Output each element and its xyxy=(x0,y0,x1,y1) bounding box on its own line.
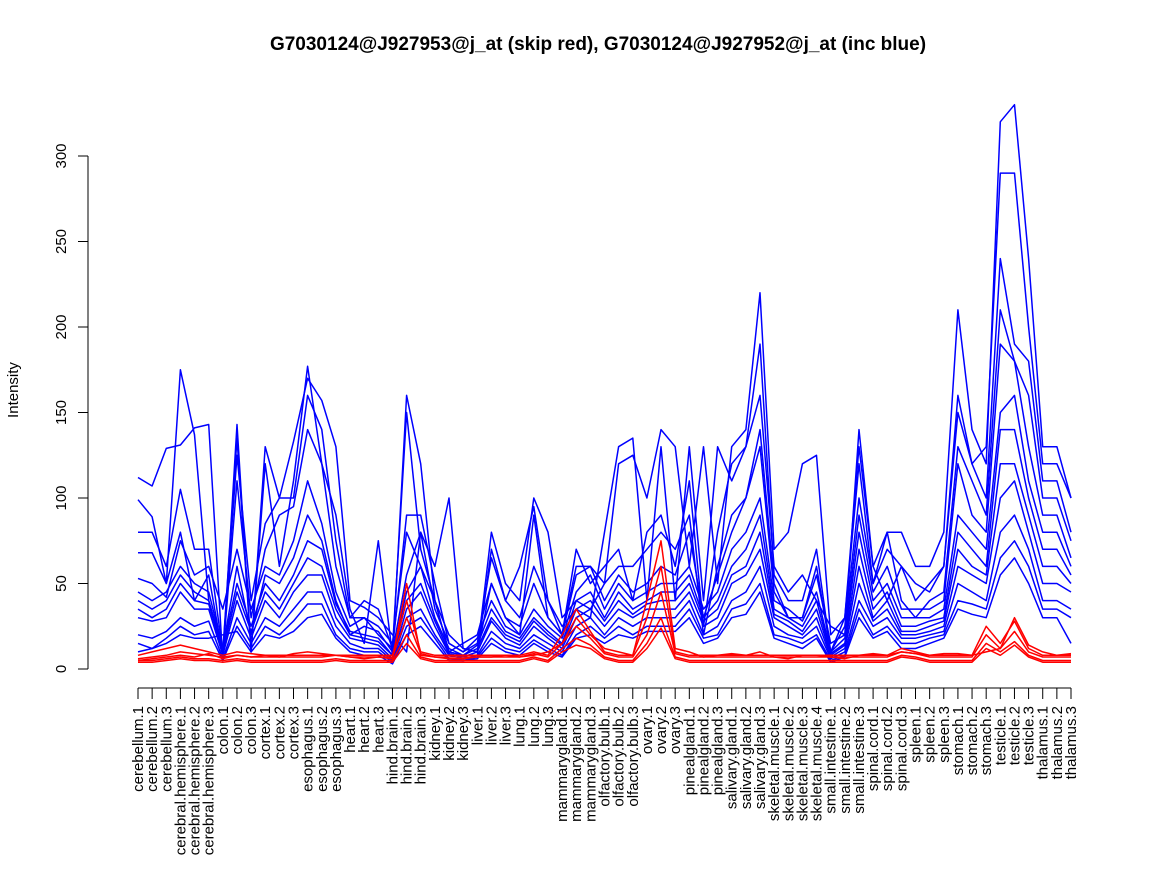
x-tick-label: liver.1 xyxy=(469,706,486,745)
y-tick-label: 100 xyxy=(53,485,70,510)
x-tick-label: skeletal.muscle.4 xyxy=(809,706,826,821)
x-tick-label: ovary.3 xyxy=(667,706,684,754)
skip-series-line xyxy=(137,565,1071,657)
inc-series-line xyxy=(137,172,1072,657)
x-tick-label: lung.2 xyxy=(526,706,543,747)
y-tick-label: 0 xyxy=(53,665,70,673)
x-tick-label: skeletal.muscle.2 xyxy=(780,706,797,821)
x-tick-label: spinal.cord.2 xyxy=(879,706,896,791)
x-tick-label: lung.1 xyxy=(512,706,529,747)
x-tick-label: spinal.cord.1 xyxy=(865,706,882,791)
x-tick-label: olfactory.bulb.3 xyxy=(625,706,642,807)
x-tick-label: cerebellum.1 xyxy=(130,706,147,792)
y-tick-label: 200 xyxy=(53,314,70,339)
skip-series-line xyxy=(138,616,1071,662)
x-tick-label: cerebral.hemisphere.1 xyxy=(172,706,189,855)
x-tick-label: mammarygland.3 xyxy=(582,706,599,822)
x-tick-label: skeletal.muscle.3 xyxy=(794,706,811,821)
inc-series-line xyxy=(137,514,1072,662)
x-tick-label: heart.2 xyxy=(356,706,373,753)
y-axis-label: Intensity xyxy=(5,362,22,418)
x-tick-label: kidney.2 xyxy=(441,706,458,761)
x-tick-label: thalamus.1 xyxy=(1035,706,1052,779)
x-tick-label: testicle.2 xyxy=(1006,706,1023,765)
x-tick-label: cerebral.hemisphere.2 xyxy=(187,706,204,855)
x-tick-label: salivary.gland.3 xyxy=(752,706,769,809)
inc-series-line xyxy=(137,480,1072,660)
x-tick-label: olfactory.bulb.2 xyxy=(611,706,628,807)
series-layer xyxy=(137,103,1072,665)
x-tick-label: olfactory.bulb.1 xyxy=(597,706,614,807)
inc-series-line xyxy=(137,540,1072,663)
x-tick-label: esophagus.2 xyxy=(314,706,331,792)
x-tick-label: mammarygland.2 xyxy=(568,706,585,822)
x-tick-label: spinal.cord.3 xyxy=(893,706,910,791)
x-tick-label: heart.1 xyxy=(342,706,359,753)
x-tick-label: small.intestine.1 xyxy=(823,706,840,814)
y-tick-label: 250 xyxy=(53,229,70,254)
x-tick-label: thalamus.3 xyxy=(1063,706,1080,779)
x-tick-label: ovary.2 xyxy=(653,706,670,754)
x-tick-label: hind.brain.1 xyxy=(384,706,401,784)
chart-title: G7030124@J927953@j_at (skip red), G70301… xyxy=(270,34,926,55)
x-tick-label: cerebral.hemisphere.3 xyxy=(201,706,218,855)
inc-series-line xyxy=(137,343,1072,653)
x-tick-label: cerebellum.3 xyxy=(158,706,175,792)
x-tick-label: liver.3 xyxy=(498,706,515,745)
x-tick-label: spleen.2 xyxy=(922,706,939,763)
x-tick-label: thalamus.2 xyxy=(1049,706,1066,779)
x-tick-label: cortex.1 xyxy=(257,706,274,759)
x-tick-label: liver.2 xyxy=(483,706,500,745)
skip-series-line xyxy=(137,591,1071,660)
inc-series-line xyxy=(138,309,1072,657)
x-tick-label: colon.2 xyxy=(229,706,246,754)
x-tick-label: stomach.1 xyxy=(950,706,967,775)
x-tick-label: spleen.3 xyxy=(936,706,953,763)
x-tick-label: pinealgland.3 xyxy=(710,706,727,795)
inc-series-line xyxy=(137,394,1072,653)
y-tick-label: 150 xyxy=(53,400,70,425)
x-tick-label: salivary.gland.2 xyxy=(738,706,755,809)
x-tick-label: stomach.3 xyxy=(978,706,995,775)
x-axis: cerebellum.1cerebellum.2cerebellum.3cere… xyxy=(130,687,1080,855)
x-tick-label: hind.brain.3 xyxy=(413,706,430,784)
x-tick-label: hind.brain.2 xyxy=(399,706,416,784)
x-tick-label: ovary.1 xyxy=(639,706,656,754)
x-tick-label: esophagus.3 xyxy=(328,706,345,792)
x-tick-label: cortex.2 xyxy=(271,706,288,759)
x-tick-label: testicle.3 xyxy=(1021,706,1038,765)
x-tick-label: cortex.3 xyxy=(286,706,303,759)
x-tick-label: small.intestine.3 xyxy=(851,706,868,814)
y-axis: 0 50 100 150 200 250 300 xyxy=(53,143,89,673)
x-tick-label: kidney.3 xyxy=(455,706,472,761)
x-tick-label: lung.3 xyxy=(540,706,557,747)
inc-series-line xyxy=(137,428,1072,657)
x-tick-label: salivary.gland.1 xyxy=(724,706,741,809)
x-tick-label: esophagus.1 xyxy=(300,706,317,792)
x-tick-label: pinealgland.1 xyxy=(681,706,698,795)
x-tick-label: heart.3 xyxy=(370,706,387,753)
x-tick-label: testicle.1 xyxy=(992,706,1009,765)
x-tick-label: kidney.1 xyxy=(427,706,444,761)
x-tick-label: skeletal.muscle.1 xyxy=(766,706,783,821)
x-tick-label: spleen.1 xyxy=(908,706,925,763)
inc-series-line xyxy=(137,557,1072,665)
x-tick-label: colon.3 xyxy=(243,706,260,754)
y-tick-label: 300 xyxy=(53,143,70,168)
x-tick-label: pinealgland.2 xyxy=(695,706,712,795)
x-tick-label: mammarygland.1 xyxy=(554,706,571,822)
x-tick-label: stomach.2 xyxy=(964,706,981,775)
inc-series-line xyxy=(138,257,1072,653)
y-tick-label: 50 xyxy=(53,575,70,592)
x-tick-label: cerebellum.2 xyxy=(144,706,161,792)
x-tick-label: small.intestine.2 xyxy=(837,706,854,814)
inc-series-line xyxy=(137,463,1072,657)
x-tick-label: colon.1 xyxy=(215,706,232,754)
skip-series-line xyxy=(138,627,1071,663)
inc-series-line xyxy=(137,103,1072,662)
